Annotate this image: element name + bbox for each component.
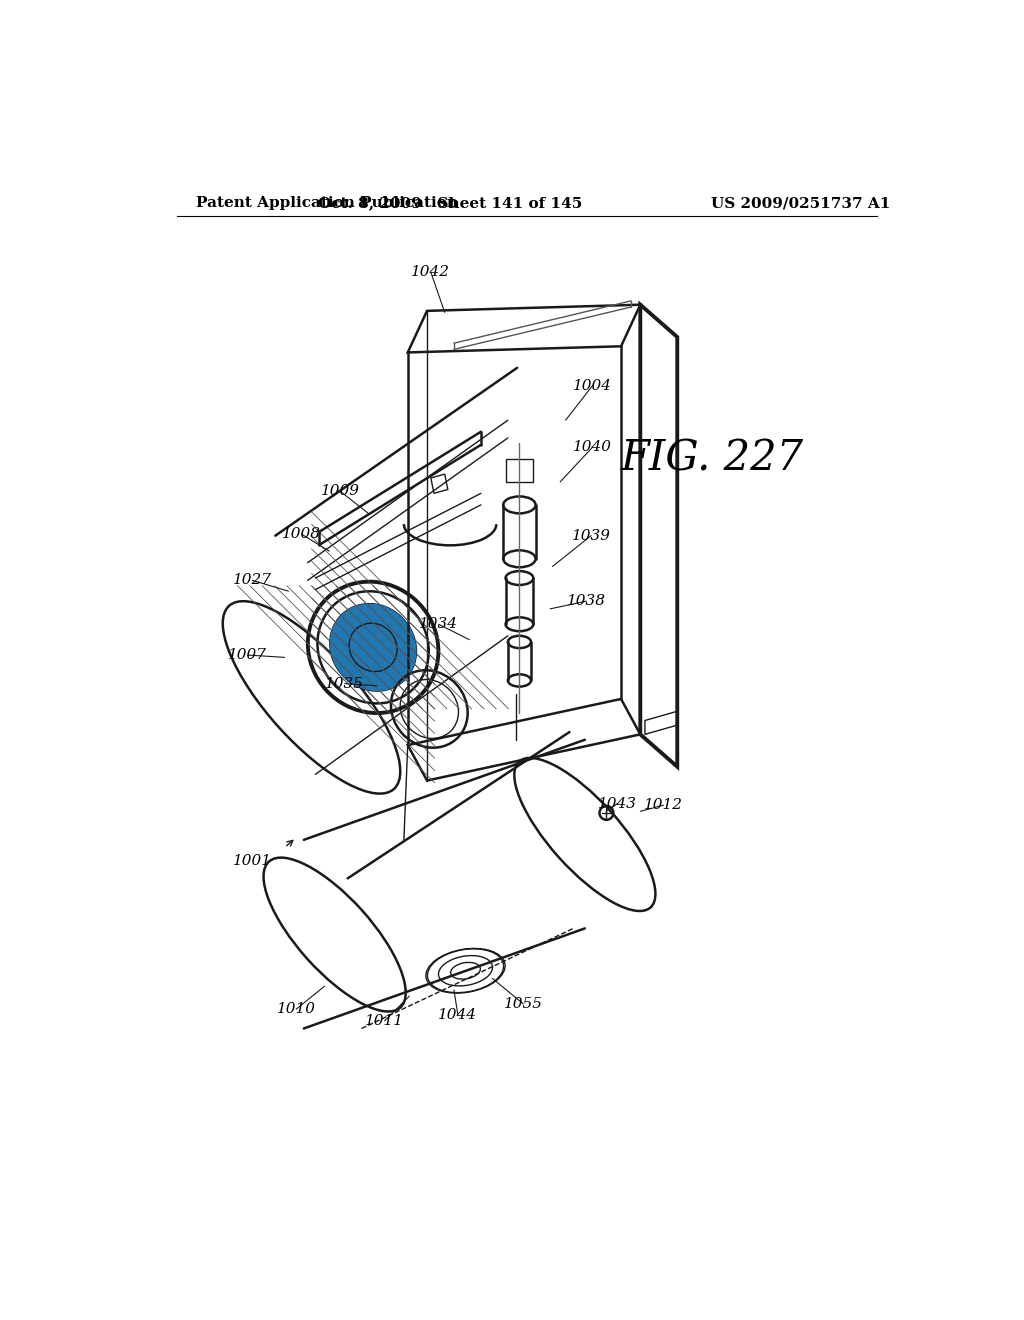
Text: 1007: 1007 [228,648,267,663]
Text: 1001: 1001 [232,854,271,867]
Text: 1043: 1043 [598,797,637,810]
Text: 1010: 1010 [276,1002,315,1016]
Text: 1012: 1012 [644,799,683,812]
Text: FIG. 227: FIG. 227 [621,438,804,479]
Text: 1055: 1055 [504,997,543,1011]
Text: 1044: 1044 [438,1007,477,1022]
Text: 1008: 1008 [282,527,321,541]
Text: 1042: 1042 [412,265,451,280]
Text: 1035: 1035 [326,677,365,690]
Text: 1011: 1011 [366,1014,404,1028]
Text: 1038: 1038 [567,594,606,609]
Text: 1009: 1009 [321,484,359,498]
Text: US 2009/0251737 A1: US 2009/0251737 A1 [711,197,890,210]
Ellipse shape [330,603,417,692]
Text: Patent Application Publication: Patent Application Publication [196,197,458,210]
Text: 1034: 1034 [419,618,458,631]
Text: 1040: 1040 [573,440,612,454]
Text: 1004: 1004 [573,379,612,392]
Text: 1027: 1027 [232,573,271,587]
Text: 1039: 1039 [571,529,610,543]
Text: Oct. 8, 2009   Sheet 141 of 145: Oct. 8, 2009 Sheet 141 of 145 [318,197,583,210]
